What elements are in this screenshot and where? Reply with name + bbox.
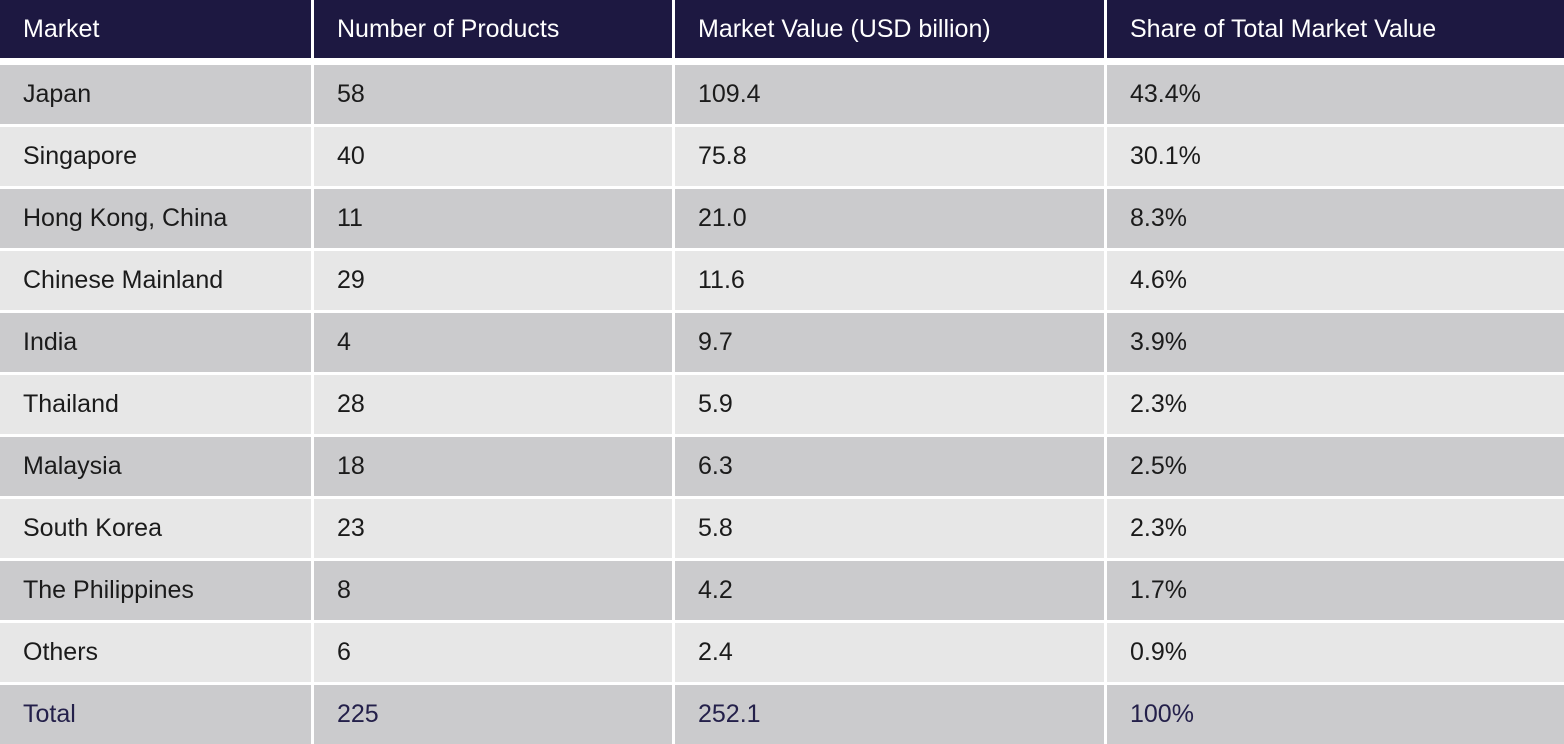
total-products: 225: [314, 685, 672, 744]
table-row: Chinese Mainland 29 11.6 4.6%: [0, 251, 1564, 310]
cell-market: Others: [0, 623, 311, 682]
header-market-value: Market Value (USD billion): [675, 0, 1104, 58]
header-divider: [0, 58, 1564, 65]
cell-market: Japan: [0, 65, 311, 124]
cell-products: 29: [314, 251, 672, 310]
cell-market: Malaysia: [0, 437, 311, 496]
table-row: Others 6 2.4 0.9%: [0, 623, 1564, 682]
header-share: Share of Total Market Value: [1107, 0, 1564, 58]
cell-value: 6.3: [675, 437, 1104, 496]
cell-share: 2.3%: [1107, 499, 1564, 558]
cell-products: 8: [314, 561, 672, 620]
table-row: Malaysia 18 6.3 2.5%: [0, 437, 1564, 496]
cell-products: 28: [314, 375, 672, 434]
cell-market: The Philippines: [0, 561, 311, 620]
cell-share: 2.3%: [1107, 375, 1564, 434]
table-row: Hong Kong, China 11 21.0 8.3%: [0, 189, 1564, 248]
cell-value: 5.8: [675, 499, 1104, 558]
cell-value: 109.4: [675, 65, 1104, 124]
cell-share: 8.3%: [1107, 189, 1564, 248]
cell-value: 11.6: [675, 251, 1104, 310]
header-market: Market: [0, 0, 311, 58]
cell-market: India: [0, 313, 311, 372]
total-label: Total: [0, 685, 311, 744]
cell-share: 3.9%: [1107, 313, 1564, 372]
table-row: India 4 9.7 3.9%: [0, 313, 1564, 372]
cell-share: 4.6%: [1107, 251, 1564, 310]
cell-share: 2.5%: [1107, 437, 1564, 496]
cell-products: 6: [314, 623, 672, 682]
table-row: The Philippines 8 4.2 1.7%: [0, 561, 1564, 620]
cell-value: 75.8: [675, 127, 1104, 186]
cell-value: 9.7: [675, 313, 1104, 372]
cell-products: 23: [314, 499, 672, 558]
header-number-of-products: Number of Products: [314, 0, 672, 58]
table-row: Singapore 40 75.8 30.1%: [0, 127, 1564, 186]
cell-value: 21.0: [675, 189, 1104, 248]
cell-products: 58: [314, 65, 672, 124]
cell-share: 1.7%: [1107, 561, 1564, 620]
table-total-row: Total 225 252.1 100%: [0, 685, 1564, 744]
cell-value: 4.2: [675, 561, 1104, 620]
cell-share: 0.9%: [1107, 623, 1564, 682]
total-share: 100%: [1107, 685, 1564, 744]
cell-market: Singapore: [0, 127, 311, 186]
table-header-row: Market Number of Products Market Value (…: [0, 0, 1564, 58]
table-row: Japan 58 109.4 43.4%: [0, 65, 1564, 124]
cell-value: 5.9: [675, 375, 1104, 434]
cell-market: Hong Kong, China: [0, 189, 311, 248]
cell-market: Chinese Mainland: [0, 251, 311, 310]
cell-products: 4: [314, 313, 672, 372]
cell-products: 18: [314, 437, 672, 496]
table-row: South Korea 23 5.8 2.3%: [0, 499, 1564, 558]
cell-share: 30.1%: [1107, 127, 1564, 186]
cell-products: 11: [314, 189, 672, 248]
cell-share: 43.4%: [1107, 65, 1564, 124]
table-row: Thailand 28 5.9 2.3%: [0, 375, 1564, 434]
cell-market: Thailand: [0, 375, 311, 434]
cell-market: South Korea: [0, 499, 311, 558]
total-value: 252.1: [675, 685, 1104, 744]
cell-products: 40: [314, 127, 672, 186]
cell-value: 2.4: [675, 623, 1104, 682]
